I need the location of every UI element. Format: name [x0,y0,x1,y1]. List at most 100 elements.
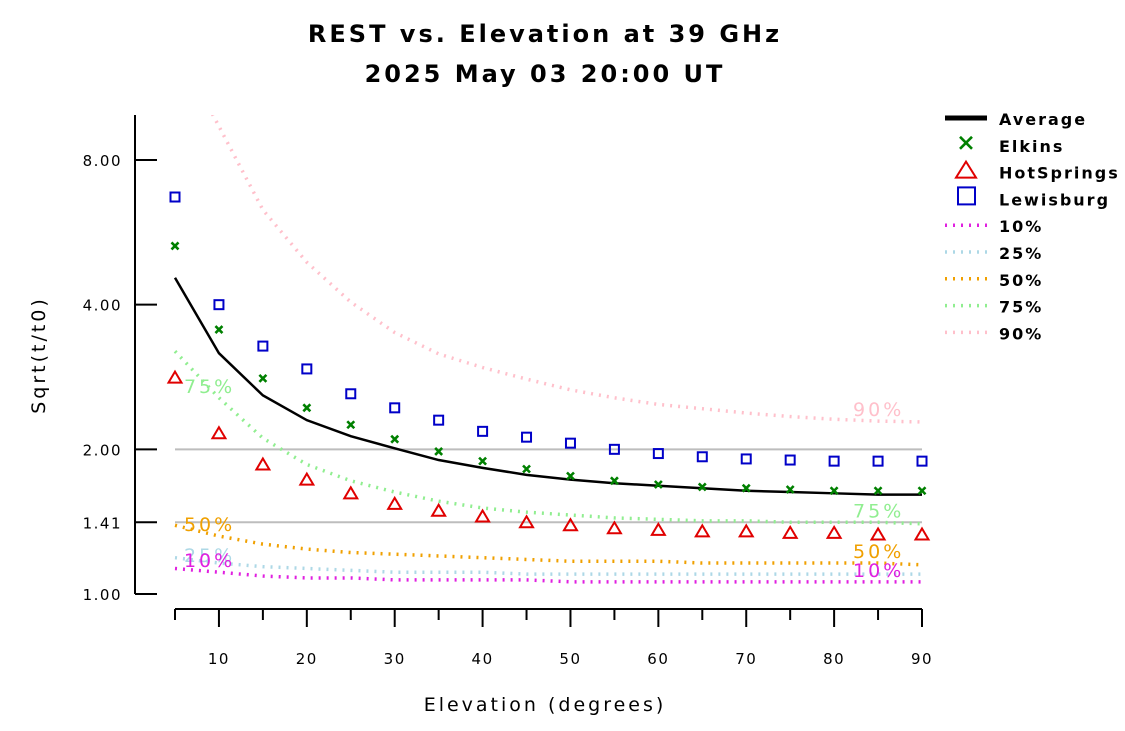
chart-title: REST vs. Elevation at 39 GHz [308,20,782,48]
series-line-50pct [174,523,923,567]
lewisburg-point [433,414,445,426]
hotsprings-point [737,523,755,538]
legend-swatch-lewisburg [957,186,976,206]
hotsprings-point [386,495,403,510]
x-tick-label: 90 [911,650,933,668]
elkins-point [258,373,268,383]
y-tick-label: 2.00 [83,441,122,459]
hotsprings-point [518,514,535,529]
hotsprings-point [210,425,228,440]
hotsprings-point [606,520,623,535]
elkins-point [478,456,488,466]
legend-swatch-elkins [959,135,973,150]
y-tick-label: 1.41 [83,514,122,532]
hotsprings-point [562,517,579,532]
legend-label-50pct: 50% [999,271,1043,290]
hotsprings-point [254,456,272,471]
elkins-point [829,486,839,496]
lewisburg-point [784,454,796,466]
elkins-point [390,434,400,444]
percentile-label: 90% [853,399,904,421]
legend-label-elkins: Elkins [999,137,1064,156]
elkins-point [653,480,663,489]
hotsprings-point [650,521,667,536]
legend-label-hotsprings: HotSprings [999,164,1120,183]
lewisburg-point [564,437,576,449]
x-tick-label: 30 [384,650,406,668]
percentile-label: 25% [184,545,235,567]
elkins-point [609,476,619,486]
hotsprings-point [430,502,447,517]
legend-label-lewisburg: Lewisburg [999,190,1110,209]
lewisburg-point [477,425,489,437]
lewisburg-point [916,455,928,467]
x-tick-label: 10 [208,650,230,668]
elkins-point [873,486,883,496]
hotsprings-point [869,526,887,541]
legend-label-90pct: 90% [999,324,1043,343]
legend-label-average: Average [999,110,1087,129]
legend: Average Elkins HotSprings Lewisburg 10% 25% 50… [945,110,1120,343]
lewisburg-point [872,455,884,467]
elkins-point [214,325,224,334]
elkins-point [741,483,751,493]
hotsprings-point [298,471,316,486]
percentile-label: 10% [184,550,235,572]
lewisburg-point [696,451,708,463]
x-tick-label: 80 [823,650,845,668]
x-axis-label: Elevation (degrees) [424,694,667,716]
elkins-point [566,471,575,481]
elkins-point [522,464,531,474]
elkins-point [170,241,180,251]
elkins-point [785,485,795,494]
x-tick-label: 20 [296,650,318,668]
hotsprings-point [342,485,360,500]
x-tick-label: 60 [647,650,669,668]
lewisburg-point [257,340,269,352]
lewisburg-point [389,402,401,414]
chart-subtitle: 2025 May 03 20:00 UT [365,60,726,88]
percentile-label: 75% [184,376,235,398]
hotsprings-point [694,523,711,538]
hotsprings-point [913,526,931,541]
lewisburg-point [828,455,840,467]
lewisburg-point [608,443,620,455]
x-tick-label: 50 [559,650,581,668]
legend-label-75pct: 75% [999,298,1043,317]
lewisburg-point [345,388,357,400]
reference-lines [175,448,922,524]
average-series [173,277,922,496]
series-line-90pct [210,115,923,424]
legend-swatch-hotsprings [954,159,978,179]
elkins-point [346,420,356,430]
series-line-75pct [173,350,923,526]
hotsprings-point [166,369,184,384]
hotsprings-point [474,508,491,523]
axes: 1.00 1.41 2.00 4.00 8.00 10 20 30 40 50 60 70 80 90 [83,115,933,668]
x-tick-label: 70 [735,650,757,668]
elkins-point [302,403,312,413]
elkins-point [697,482,707,492]
series-line-average [173,277,922,496]
lewisburg-point [740,453,752,465]
percentile-curves [173,115,923,584]
hotsprings-point [825,524,843,539]
elkins-point [434,447,444,456]
percentile-label: 50% [853,541,904,563]
percentile-annotations: 75%50%25%10%90%75%50%10% [184,376,904,582]
station-markers [166,191,931,541]
legend-label-25pct: 25% [999,244,1043,263]
lewisburg-point [652,448,664,460]
lewisburg-point [521,431,533,443]
series-line-10pct [174,566,922,584]
x-tick-label: 40 [472,650,494,668]
elkins-point [917,486,927,496]
y-tick-label: 8.00 [83,152,122,170]
percentile-label: 10% [853,560,904,582]
percentile-label: 75% [853,500,904,522]
lewisburg-point [301,363,313,375]
y-tick-label: 1.00 [83,586,122,604]
legend-label-10pct: 10% [999,217,1043,236]
lewisburg-point [169,191,181,203]
